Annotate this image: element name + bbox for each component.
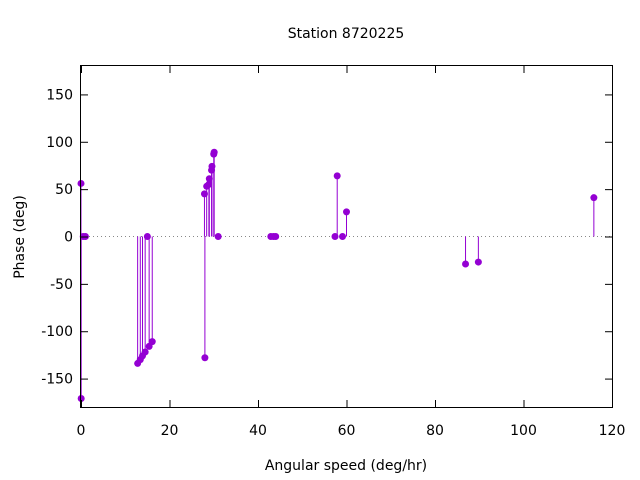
y-tick-label: 0	[64, 230, 73, 246]
y-axis-title: Phase (deg)	[12, 195, 28, 279]
stem-marker	[148, 338, 156, 346]
stem-marker	[333, 172, 341, 180]
y-tick-label: 150	[46, 87, 73, 103]
stem-marker	[590, 194, 598, 202]
stem-marker	[331, 233, 339, 240]
x-tick-label: 80	[426, 423, 444, 439]
stem-marker	[272, 233, 280, 240]
y-tick-label: 50	[55, 182, 73, 198]
x-tick-label: 100	[510, 423, 537, 439]
x-axis-title: Angular speed (deg/hr)	[265, 458, 427, 474]
stem-marker	[214, 233, 222, 240]
x-tick-label: 120	[599, 423, 626, 439]
stem-marker	[201, 354, 209, 362]
stem-marker	[205, 180, 213, 188]
stem-marker	[205, 175, 213, 183]
stem-marker	[210, 148, 218, 156]
y-tick-label: 100	[46, 135, 73, 151]
y-tick-label: -50	[50, 277, 73, 293]
stem-marker	[474, 258, 482, 266]
x-tick-label: 40	[249, 423, 267, 439]
y-tick-label: -150	[41, 372, 73, 388]
stem-marker	[77, 394, 85, 402]
y-tick-label: -100	[41, 324, 73, 340]
stem-marker	[343, 208, 350, 216]
stem-marker	[462, 260, 470, 268]
x-tick-label: 20	[161, 423, 179, 439]
stem-marker	[141, 348, 149, 356]
x-tick-label: 60	[338, 423, 356, 439]
stem-marker	[200, 190, 208, 198]
stem-marker	[339, 233, 347, 240]
stem-marker	[143, 233, 151, 240]
plot-frame	[80, 65, 613, 408]
stem-marker	[208, 162, 216, 170]
chart-title: Station 8720225	[288, 26, 405, 42]
x-tick-label: 0	[77, 423, 86, 439]
